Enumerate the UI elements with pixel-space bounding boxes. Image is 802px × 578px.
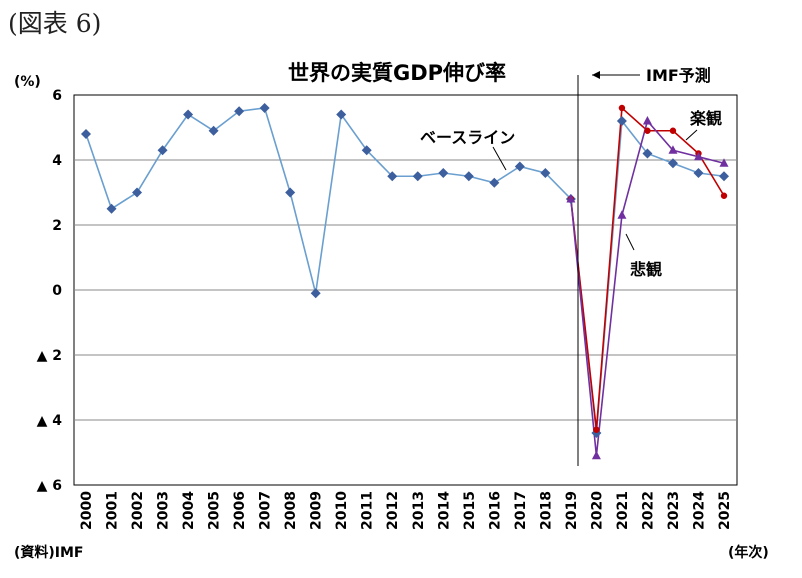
x-tick-label: 2014: [436, 491, 452, 530]
x-tick-label: 2016: [487, 491, 503, 530]
data-point-series-2: [566, 194, 576, 203]
annotation-pessimistic: 悲観: [630, 260, 662, 279]
x-tick-label: 2000: [79, 491, 95, 530]
pessimistic-pointer: [625, 233, 635, 251]
y-tick-label: ▲ 6: [37, 478, 62, 494]
x-tick-label: 2013: [411, 491, 427, 530]
optimistic-pointer: [685, 129, 698, 141]
x-axis-unit: (年次): [728, 544, 769, 561]
baseline-pointer: [492, 146, 507, 171]
data-point-series-0: [616, 116, 627, 126]
data-point-series-2: [591, 450, 601, 460]
x-tick-label: 2012: [385, 491, 401, 530]
data-point-series-0: [693, 168, 704, 178]
y-tick-label: 4: [52, 153, 62, 169]
series-markers: [81, 103, 729, 460]
chart-title: 世界の実質GDP伸び率: [288, 61, 506, 85]
data-point-series-0: [463, 171, 474, 182]
data-point-series-2: [617, 210, 627, 219]
x-tick-label: 2004: [181, 491, 197, 530]
y-tick-label: 2: [52, 218, 62, 234]
x-tick-label: 2023: [666, 491, 682, 530]
data-point-series-2: [668, 145, 678, 154]
imf-forecast-arrowhead: [592, 71, 600, 79]
data-point-series-0: [106, 203, 117, 214]
y-tick-label: ▲ 4: [37, 413, 63, 429]
x-tick-label: 2019: [564, 491, 580, 530]
y-tick-labels: ▲ 6 ▲ 4 ▲ 2 0 2 4 6: [37, 88, 63, 494]
y-axis-unit: (%): [14, 74, 41, 90]
x-tick-label: 2010: [334, 491, 350, 530]
annotation-optimistic: 楽観: [689, 109, 722, 128]
annotation-baseline: ベースライン: [420, 128, 515, 147]
x-tick-label: 2022: [640, 491, 656, 530]
x-tick-label: 2020: [589, 491, 605, 530]
data-point-series-0: [157, 145, 168, 156]
x-tick-label: 2003: [156, 491, 172, 530]
x-tick-label: 2009: [309, 491, 325, 530]
x-tick-label: 2021: [615, 491, 631, 530]
x-tick-labels: 2000 2001 2002 2003 2004 2005 2006 2007 2008 2009…: [79, 491, 733, 530]
data-point-series-0: [642, 148, 653, 159]
x-tick-label: 2018: [538, 491, 554, 530]
x-tick-label: 2008: [283, 491, 299, 530]
data-point-series-0: [336, 109, 347, 120]
series-line-0: [85, 107, 725, 434]
data-point-series-0: [208, 125, 219, 136]
data-point-series-1: [669, 127, 677, 134]
data-point-series-0: [514, 161, 525, 172]
x-tick-label: 2006: [232, 491, 248, 530]
data-point-series-1: [593, 426, 600, 433]
annotation-imf-forecast: IMF予測: [646, 66, 711, 85]
data-point-series-1: [720, 192, 728, 199]
data-point-series-2: [693, 151, 703, 161]
data-point-series-0: [310, 288, 321, 299]
data-point-series-2: [642, 116, 652, 125]
data-point-series-2: [719, 158, 729, 167]
data-point-series-0: [285, 187, 296, 198]
data-point-series-0: [667, 158, 678, 169]
x-tick-label: 2007: [258, 491, 274, 530]
y-tick-label: 6: [52, 88, 62, 104]
data-point-series-0: [412, 171, 423, 182]
gridlines: [74, 159, 737, 421]
data-point-series-0: [132, 187, 143, 198]
data-point-series-0: [259, 103, 270, 113]
data-point-series-0: [438, 168, 449, 178]
x-tick-label: 2001: [105, 491, 121, 530]
data-point-series-0: [81, 129, 91, 139]
x-tick-label: 2002: [130, 491, 146, 530]
data-point-series-1: [644, 127, 651, 134]
y-tick-label: ▲ 2: [37, 348, 62, 364]
y-tick-label: 0: [52, 283, 62, 299]
data-point-series-0: [489, 177, 500, 188]
figure-label: (図表 6): [8, 9, 102, 38]
x-tick-label: 2025: [717, 491, 733, 530]
data-point-series-0: [183, 109, 194, 120]
data-point-series-0: [540, 168, 551, 178]
x-tick-label: 2017: [513, 491, 529, 530]
data-point-series-0: [719, 171, 729, 182]
x-tick-label: 2024: [691, 491, 707, 530]
data-point-series-1: [618, 104, 626, 112]
data-point-series-0: [387, 171, 398, 182]
x-tick-label: 2015: [462, 491, 478, 530]
data-point-series-0: [234, 106, 245, 117]
x-tick-label: 2005: [207, 491, 223, 530]
annotations: [492, 71, 698, 466]
x-tick-label: 2011: [360, 491, 376, 530]
source-note: (資料)IMF: [14, 544, 84, 561]
data-point-series-0: [361, 145, 372, 156]
